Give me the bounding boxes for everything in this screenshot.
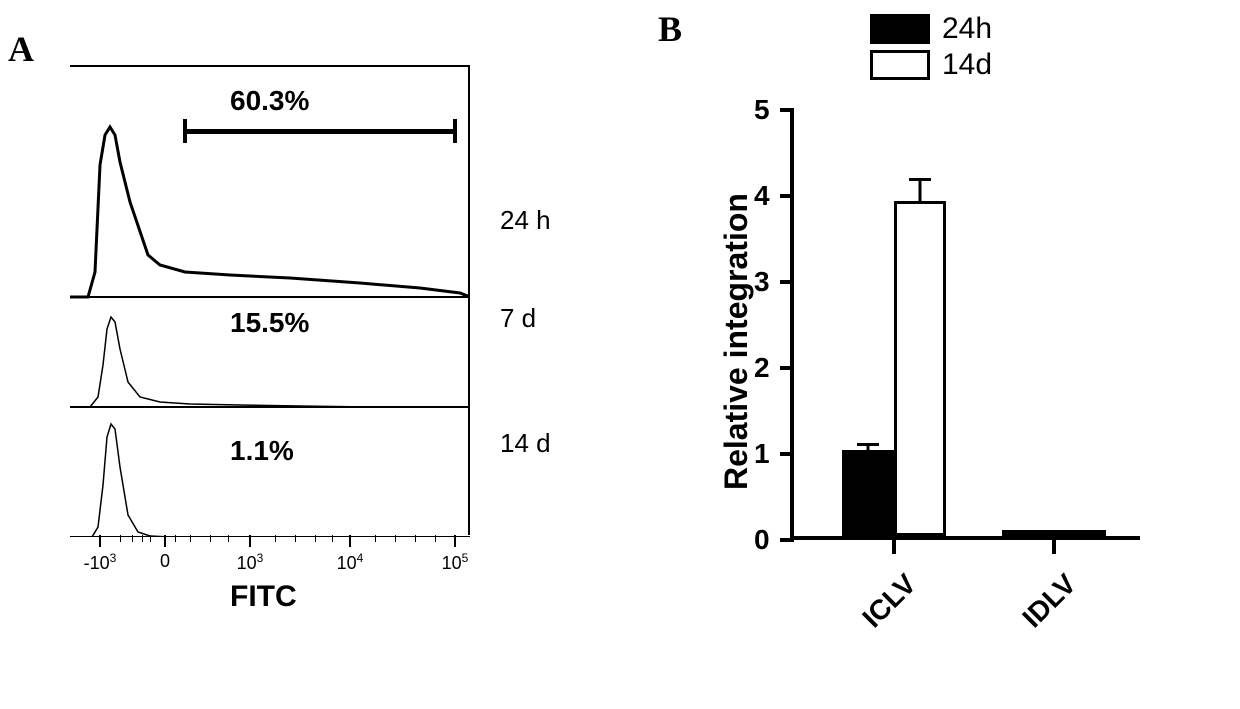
gate-bracket-left-tick	[183, 119, 187, 143]
cat-tick-idlv	[1052, 540, 1056, 554]
x-minor	[295, 535, 296, 542]
legend-item-14d: 14d	[870, 48, 992, 82]
facs-x-title: FITC	[230, 580, 297, 614]
gate-bracket	[185, 129, 455, 134]
x-tick	[99, 535, 101, 547]
err-iclv-24h-cap	[857, 443, 879, 446]
y-ticklabel: 3	[754, 266, 770, 298]
row-label-7d: 7 d	[500, 303, 536, 334]
x-minor	[415, 535, 416, 542]
legend-swatch-14d	[870, 50, 930, 80]
bar-legend: 24h 14d	[870, 12, 992, 84]
y-tick	[780, 366, 794, 370]
bar-iclv-24h	[842, 450, 894, 536]
x-minor	[332, 535, 333, 542]
hist-24h	[70, 127, 470, 297]
x-minor	[190, 535, 191, 542]
cat-tick-iclv	[892, 540, 896, 554]
y-ticklabel: 1	[754, 438, 770, 470]
x-minor	[175, 535, 176, 542]
x-minor	[315, 535, 316, 542]
x-minor	[435, 535, 436, 542]
bar-idlv-24h	[1002, 530, 1054, 536]
legend-item-24h: 24h	[870, 12, 992, 46]
x-minor	[150, 535, 151, 542]
x-minor	[275, 535, 276, 542]
x-minor	[228, 535, 229, 542]
gate-bracket-right-tick	[453, 119, 457, 143]
y-ticklabel: 0	[754, 524, 770, 556]
y-ticklabel: 4	[754, 180, 770, 212]
x-tick	[249, 535, 251, 547]
x-tick	[349, 535, 351, 547]
cat-label-iclv: ICLV	[843, 568, 922, 647]
facs-plot-frame: 60.3% 15.5% 1.1%	[70, 65, 470, 535]
y-tick	[780, 280, 794, 284]
x-ticklabel: 103	[237, 551, 264, 574]
legend-label-24h: 24h	[942, 12, 992, 46]
panel-a-label: A	[8, 28, 34, 70]
bar-y-title: Relative integration	[718, 193, 755, 490]
x-minor	[120, 535, 121, 542]
cat-label-idlv: IDLV	[1003, 568, 1082, 647]
y-tick	[780, 108, 794, 112]
x-minor	[375, 535, 376, 542]
x-ticklabel: 104	[337, 551, 364, 574]
x-minor	[395, 535, 396, 542]
y-ticklabel: 5	[754, 94, 770, 126]
x-minor	[210, 535, 211, 542]
x-ticklabel: -103	[84, 551, 117, 574]
x-minor	[132, 535, 133, 542]
err-iclv-14d-cap	[909, 178, 931, 181]
x-tick	[164, 535, 166, 547]
legend-swatch-24h	[870, 14, 930, 44]
row-label-14d: 14 d	[500, 428, 551, 459]
x-ticklabel: 105	[442, 551, 469, 574]
panel-b-label: B	[658, 8, 682, 50]
gate-percent-14d: 1.1%	[230, 435, 294, 467]
x-minor	[142, 535, 143, 542]
x-tick	[454, 535, 456, 547]
row-label-24h: 24 h	[500, 205, 551, 236]
x-ticklabel: 0	[160, 551, 170, 572]
bar-idlv-14d	[1054, 530, 1106, 536]
legend-label-14d: 14d	[942, 48, 992, 82]
facs-panel: 60.3% 15.5% 1.1% -103 0 103 104 105	[70, 65, 470, 535]
y-tick	[780, 452, 794, 456]
gate-percent-7d: 15.5%	[230, 307, 309, 339]
gate-percent-24h: 60.3%	[230, 85, 309, 117]
y-tick	[780, 538, 794, 542]
bar-plot-frame: 5 4 3 2 1 0	[790, 110, 1140, 540]
y-tick	[780, 194, 794, 198]
bar-iclv-14d	[894, 201, 946, 536]
y-ticklabel: 2	[754, 352, 770, 384]
err-iclv-14d-stem	[919, 179, 922, 201]
